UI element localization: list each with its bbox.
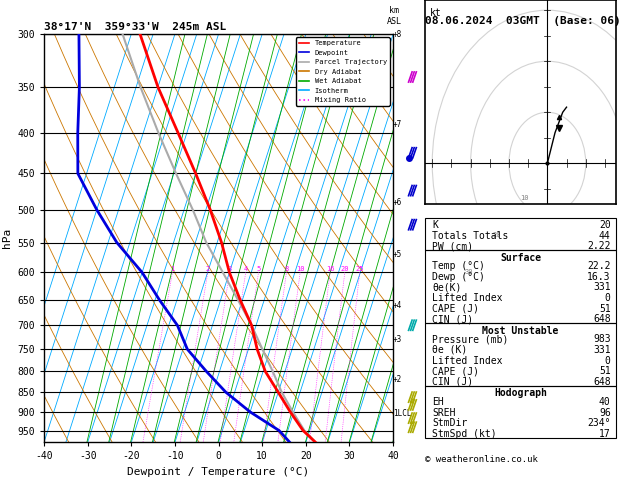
Text: 5: 5 bbox=[257, 266, 260, 273]
Text: EH: EH bbox=[432, 397, 444, 407]
Text: 4: 4 bbox=[243, 266, 248, 273]
Text: 96: 96 bbox=[599, 407, 611, 417]
Text: 25: 25 bbox=[355, 266, 364, 273]
Text: 331: 331 bbox=[593, 282, 611, 293]
Text: StmSpd (kt): StmSpd (kt) bbox=[432, 429, 497, 439]
Text: 20: 20 bbox=[492, 232, 501, 238]
Text: 1LCL: 1LCL bbox=[393, 409, 411, 418]
Text: 30: 30 bbox=[464, 269, 473, 275]
Text: CIN (J): CIN (J) bbox=[432, 314, 474, 324]
Text: Pressure (mb): Pressure (mb) bbox=[432, 334, 509, 345]
Text: +4: +4 bbox=[393, 301, 403, 310]
Text: 38°17'N  359°33'W  245m ASL: 38°17'N 359°33'W 245m ASL bbox=[44, 22, 226, 32]
X-axis label: Dewpoint / Temperature (°C): Dewpoint / Temperature (°C) bbox=[128, 467, 309, 477]
Text: 234°: 234° bbox=[587, 418, 611, 428]
Text: Temp (°C): Temp (°C) bbox=[432, 261, 485, 271]
Text: Lifted Index: Lifted Index bbox=[432, 293, 503, 303]
Text: 44: 44 bbox=[599, 230, 611, 241]
Text: Lifted Index: Lifted Index bbox=[432, 356, 503, 365]
Text: SREH: SREH bbox=[432, 407, 456, 417]
Text: +8: +8 bbox=[393, 30, 403, 38]
Text: 17: 17 bbox=[599, 429, 611, 439]
Text: 648: 648 bbox=[593, 377, 611, 387]
Text: +2: +2 bbox=[393, 375, 403, 384]
Text: 20: 20 bbox=[340, 266, 349, 273]
Text: 1: 1 bbox=[170, 266, 175, 273]
Text: 51: 51 bbox=[599, 366, 611, 376]
Bar bbox=[425, 386, 616, 438]
Text: Surface: Surface bbox=[500, 253, 541, 262]
Text: K: K bbox=[432, 220, 438, 230]
Text: 331: 331 bbox=[593, 345, 611, 355]
Text: Most Unstable: Most Unstable bbox=[482, 326, 559, 336]
Text: 16.3: 16.3 bbox=[587, 272, 611, 282]
Text: CAPE (J): CAPE (J) bbox=[432, 304, 479, 313]
Text: 2.22: 2.22 bbox=[587, 241, 611, 251]
Text: Dewp (°C): Dewp (°C) bbox=[432, 272, 485, 282]
Text: 10: 10 bbox=[520, 195, 528, 201]
Text: 22.2: 22.2 bbox=[587, 261, 611, 271]
Text: Hodograph: Hodograph bbox=[494, 388, 547, 398]
Bar bbox=[425, 323, 616, 386]
Text: 3: 3 bbox=[228, 266, 231, 273]
Text: 10: 10 bbox=[296, 266, 304, 273]
Text: +6: +6 bbox=[393, 198, 403, 208]
Text: km
ASL: km ASL bbox=[387, 6, 402, 26]
Text: 2: 2 bbox=[206, 266, 210, 273]
Text: © weatheronline.co.uk: © weatheronline.co.uk bbox=[425, 455, 537, 464]
Y-axis label: hPa: hPa bbox=[2, 228, 12, 248]
Text: 40: 40 bbox=[599, 397, 611, 407]
Text: 51: 51 bbox=[599, 304, 611, 313]
Text: 8: 8 bbox=[284, 266, 289, 273]
Text: 0: 0 bbox=[605, 293, 611, 303]
Text: Totals Totals: Totals Totals bbox=[432, 230, 509, 241]
Bar bbox=[425, 250, 616, 323]
Text: CIN (J): CIN (J) bbox=[432, 377, 474, 387]
Text: PW (cm): PW (cm) bbox=[432, 241, 474, 251]
Bar bbox=[425, 218, 616, 250]
Text: 648: 648 bbox=[593, 314, 611, 324]
Text: +3: +3 bbox=[393, 335, 403, 345]
Text: 08.06.2024  03GMT  (Base: 06): 08.06.2024 03GMT (Base: 06) bbox=[425, 16, 620, 26]
Text: θe(K): θe(K) bbox=[432, 282, 462, 293]
Text: θe (K): θe (K) bbox=[432, 345, 467, 355]
Text: CAPE (J): CAPE (J) bbox=[432, 366, 479, 376]
Text: kt: kt bbox=[430, 8, 442, 18]
Text: +7: +7 bbox=[393, 120, 403, 129]
Text: StmDir: StmDir bbox=[432, 418, 467, 428]
Text: 983: 983 bbox=[593, 334, 611, 345]
Text: 16: 16 bbox=[326, 266, 335, 273]
Text: +5: +5 bbox=[393, 250, 403, 260]
Text: 20: 20 bbox=[599, 220, 611, 230]
Text: 0: 0 bbox=[605, 356, 611, 365]
Legend: Temperature, Dewpoint, Parcel Trajectory, Dry Adiabat, Wet Adiabat, Isotherm, Mi: Temperature, Dewpoint, Parcel Trajectory… bbox=[296, 37, 389, 106]
